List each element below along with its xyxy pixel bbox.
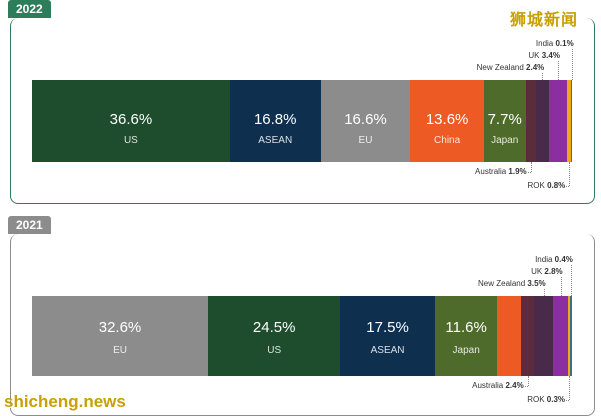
segment-category-label: US (267, 345, 282, 356)
callout-rok: ROK 0.8% (527, 181, 566, 190)
bar-segment-eu: 32.6% EU (32, 296, 209, 376)
bar-segment-new-zealand (534, 296, 554, 376)
callout-leader-line (527, 172, 531, 173)
bar-segment-new-zealand (535, 80, 549, 162)
callout-leader-line (527, 376, 529, 386)
bar-segment-eu: 16.6% EU (320, 80, 411, 162)
segment-value-label: 32.6% (98, 319, 142, 336)
bar-segment-us: 24.5% US (208, 296, 341, 376)
callout-rok: ROK 0.3% (527, 395, 566, 404)
bar-segment-australia (521, 296, 535, 376)
callout-india: India 0.4% (535, 255, 573, 264)
year-tab-2022: 2022 (8, 0, 51, 18)
segment-category-label: EU (358, 135, 373, 146)
callout-leader-line (566, 186, 570, 187)
callout-leader-line (524, 386, 528, 387)
bar-segment-rok (567, 80, 572, 162)
bar-segment-india (571, 80, 573, 162)
callout-leader-line (566, 400, 570, 401)
callout-uk: UK 2.8% (531, 267, 563, 276)
callout-leader-line (569, 376, 571, 400)
callout-leader-line (542, 73, 544, 80)
callout-australia: Australia 1.9% (475, 167, 527, 176)
bar-segment-japan: 7.7% Japan (483, 80, 526, 162)
segment-category-label: ASEAN (370, 345, 405, 356)
callout-leader-line (571, 49, 573, 80)
bar-segment-china (497, 296, 522, 376)
callout-leader-line (543, 289, 545, 296)
bar-segment-australia (525, 80, 536, 162)
segment-value-label: 16.8% (253, 111, 297, 128)
callout-leader-line (560, 277, 562, 296)
callout-leader-line (530, 162, 532, 172)
bar-segment-us: 36.6% US (32, 80, 230, 162)
callout-leader-line (570, 265, 572, 296)
segment-value-label: 17.5% (366, 319, 409, 336)
bar-segment-asean: 16.8% ASEAN (229, 80, 321, 162)
bar-segment-china: 13.6% China (410, 80, 484, 162)
callout-new-zealand: New Zealand 3.5% (478, 279, 546, 288)
callout-new-zealand: New Zealand 2.4% (476, 63, 545, 72)
segment-category-label: Japan (452, 345, 480, 356)
bar-segment-uk (548, 80, 568, 162)
watermark-bottom: shicheng.news (4, 392, 126, 411)
bar-segment-uk (553, 296, 569, 376)
callout-uk: UK 3.4% (528, 51, 560, 60)
segment-value-label: 13.6% (425, 111, 469, 128)
segment-category-label: ASEAN (258, 135, 293, 146)
year-tab-2021: 2021 (8, 216, 51, 234)
callout-leader-line (569, 162, 571, 186)
watermark-top: 狮城新闻 (510, 12, 579, 29)
callout-australia: Australia 2.4% (472, 381, 524, 390)
bar-segment-asean: 17.5% ASEAN (340, 296, 435, 376)
bar-segment-japan: 11.6% Japan (434, 296, 498, 376)
callout-leader-line (557, 61, 559, 80)
segment-value-label: 11.6% (445, 319, 487, 336)
segment-category-label: US (123, 135, 138, 146)
segment-value-label: 24.5% (252, 319, 296, 336)
segment-category-label: Japan (491, 135, 519, 146)
segment-value-label: 36.6% (109, 111, 153, 128)
segment-value-label: 16.6% (344, 111, 387, 128)
panel-2022 (10, 18, 595, 204)
segment-category-label: EU (113, 345, 127, 356)
segment-category-label: China (434, 135, 461, 146)
bar-segment-india (569, 296, 572, 376)
segment-value-label: 7.7% (487, 111, 522, 128)
callout-india: India 0.1% (535, 39, 574, 48)
bar-segment-rok (568, 296, 570, 376)
